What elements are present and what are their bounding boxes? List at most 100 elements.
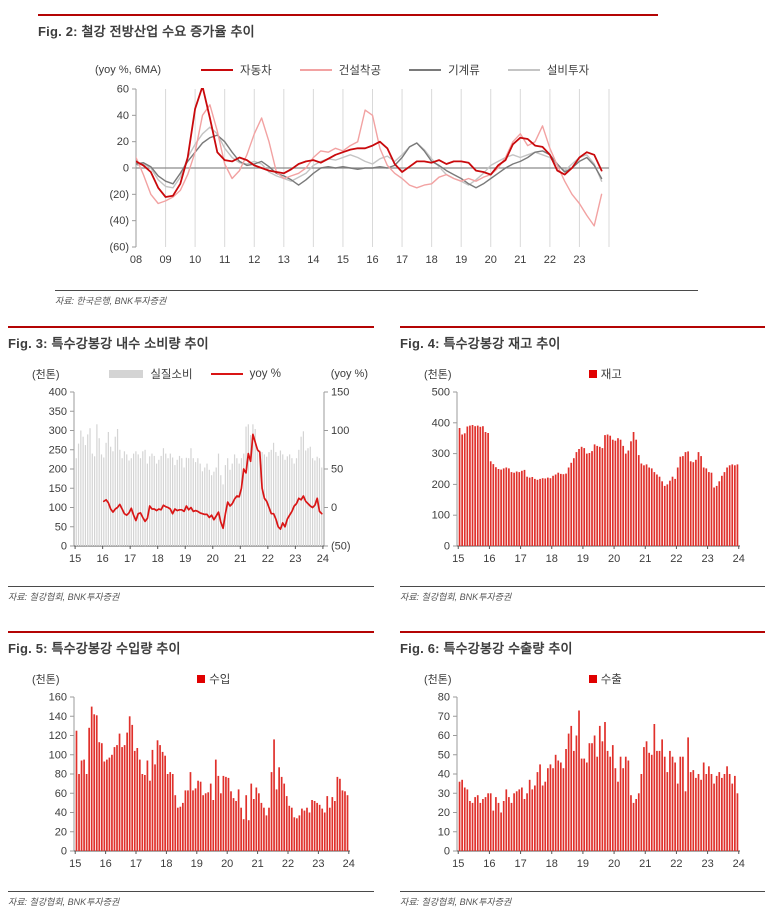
svg-text:150: 150 — [331, 387, 349, 399]
legend-item: 건설착공 — [299, 62, 382, 78]
svg-text:50: 50 — [55, 521, 67, 533]
chart-header: (천톤) 수출 — [400, 671, 765, 687]
source-text: 자료: 철강협회, BNK투자증권 — [8, 592, 120, 602]
svg-text:400: 400 — [432, 417, 450, 429]
svg-text:23: 23 — [312, 858, 324, 870]
svg-text:40: 40 — [438, 769, 450, 781]
chart-legend: 실질소비 yoy % — [60, 366, 331, 382]
svg-text:15: 15 — [69, 858, 81, 870]
svg-text:40: 40 — [55, 807, 67, 819]
figure-title: Fig. 2: 철강 전방산업 수요 증가율 추이 — [38, 24, 255, 39]
legend-line-swatch — [507, 69, 540, 71]
source-caption: 자료: 철강협회, BNK투자증권 — [400, 891, 765, 908]
svg-text:15: 15 — [69, 553, 81, 565]
svg-text:24: 24 — [317, 553, 329, 565]
figure-title: Fig. 4: 특수강봉강 재고 추이 — [400, 336, 561, 351]
svg-text:22: 22 — [282, 858, 294, 870]
svg-text:10: 10 — [438, 826, 450, 838]
svg-text:80: 80 — [55, 769, 67, 781]
svg-text:19: 19 — [179, 553, 191, 565]
source-caption: 자료: 철강협회, BNK투자증권 — [8, 586, 374, 603]
svg-text:300: 300 — [432, 448, 450, 460]
svg-text:18: 18 — [152, 553, 164, 565]
legend-label: 설비투자 — [546, 65, 590, 77]
legend-item: yoy % — [210, 368, 281, 380]
svg-text:18: 18 — [546, 858, 558, 870]
svg-text:140: 140 — [49, 711, 67, 723]
svg-text:500: 500 — [432, 387, 450, 399]
svg-text:20: 20 — [117, 136, 129, 148]
figure-5-section: Fig. 5: 특수강봉강 수입량 추이 (천톤) 수입 160 140 120 10… — [8, 631, 374, 908]
svg-text:08: 08 — [130, 254, 142, 266]
chart-canvas-fig3: 400 350 300 250 200 150 100 50 0 150 100 50 0 (50) 15 1… — [49, 387, 351, 566]
svg-text:60: 60 — [438, 730, 450, 742]
legend-line-swatch — [201, 69, 234, 71]
svg-text:21: 21 — [234, 553, 246, 565]
chart-header: (천톤) 수입 — [8, 671, 374, 687]
svg-text:20: 20 — [207, 553, 219, 565]
svg-text:0: 0 — [444, 541, 450, 553]
svg-text:23: 23 — [701, 858, 713, 870]
svg-text:60: 60 — [117, 84, 129, 96]
chart-canvas-fig6: 80 70 60 50 40 30 20 10 015 16 17 18 19 20 21 22 23 24 — [438, 692, 745, 871]
svg-text:(20): (20) — [109, 189, 129, 201]
source-text: 자료: 한국은행, BNK투자증권 — [55, 296, 167, 306]
svg-text:18: 18 — [426, 254, 438, 266]
source-text: 자료: 철강협회, BNK투자증권 — [8, 897, 120, 907]
svg-text:24: 24 — [343, 858, 355, 870]
legend-line-swatch — [210, 373, 243, 375]
svg-text:0: 0 — [444, 846, 450, 858]
legend-label: 건설착공 — [338, 65, 382, 77]
figure-top-rule — [38, 14, 658, 16]
svg-text:14: 14 — [307, 254, 319, 266]
svg-text:0: 0 — [123, 163, 129, 175]
legend-line-swatch — [409, 69, 442, 71]
source-text: 자료: 철강협회, BNK투자증권 — [400, 897, 512, 907]
svg-text:19: 19 — [577, 858, 589, 870]
svg-text:15: 15 — [452, 553, 464, 565]
legend-item: 실질소비 — [109, 366, 193, 382]
chart-canvas-fig5: 160 140 120 100 80 60 40 20 015 16 17 18 19 20 21 22 23 2… — [49, 692, 355, 871]
svg-text:80: 80 — [438, 692, 450, 704]
figure-top-rule — [400, 631, 765, 633]
svg-text:24: 24 — [733, 858, 745, 870]
figure-title: Fig. 3: 특수강봉강 내수 소비량 추이 — [8, 336, 209, 351]
legend-bar-swatch — [109, 370, 144, 378]
figure-3-section: Fig. 3: 특수강봉강 내수 소비량 추이 (천톤) 실질소비 yoy % (… — [8, 326, 374, 603]
svg-text:10: 10 — [189, 254, 201, 266]
svg-text:16: 16 — [366, 254, 378, 266]
legend-item: 설비투자 — [507, 62, 590, 78]
svg-text:21: 21 — [639, 553, 651, 565]
svg-text:100: 100 — [432, 510, 450, 522]
svg-text:15: 15 — [337, 254, 349, 266]
figure-2-section: Fig. 2: 철강 전방산업 수요 증가율 추이 (yoy %, 6MA) 자… — [38, 14, 710, 307]
svg-text:100: 100 — [331, 425, 349, 437]
svg-text:60: 60 — [55, 788, 67, 800]
svg-text:16: 16 — [483, 858, 495, 870]
svg-text:350: 350 — [49, 406, 67, 418]
chart-header: (천톤) 실질소비 yoy % (yoy %) — [8, 366, 374, 382]
svg-text:200: 200 — [432, 479, 450, 491]
left-axis-unit-label: (천톤) — [32, 369, 60, 381]
figure-6-section: Fig. 6: 특수강봉강 수출량 추이 (천톤) 수출 80 70 60 50 40 3… — [400, 631, 765, 908]
svg-text:17: 17 — [514, 858, 526, 870]
svg-text:13: 13 — [278, 254, 290, 266]
svg-text:150: 150 — [49, 483, 67, 495]
svg-text:(50): (50) — [331, 541, 351, 553]
svg-text:0: 0 — [61, 541, 67, 553]
svg-text:17: 17 — [514, 553, 526, 565]
chart-legend: 재고 — [452, 366, 759, 382]
svg-text:20: 20 — [438, 807, 450, 819]
legend-line-swatch — [299, 69, 332, 71]
svg-text:20: 20 — [608, 858, 620, 870]
left-axis-unit-label: (천톤) — [424, 674, 452, 686]
svg-text:17: 17 — [396, 254, 408, 266]
svg-text:160: 160 — [49, 692, 67, 704]
figure-top-rule — [400, 326, 765, 328]
svg-text:16: 16 — [99, 858, 111, 870]
svg-text:18: 18 — [546, 553, 558, 565]
chart-canvas-fig4: 500 400 300 200 100 015 16 17 18 19 20 21 22 23 24 — [432, 387, 745, 566]
svg-text:20: 20 — [221, 858, 233, 870]
legend-square-swatch — [588, 370, 597, 378]
svg-text:12: 12 — [248, 254, 260, 266]
